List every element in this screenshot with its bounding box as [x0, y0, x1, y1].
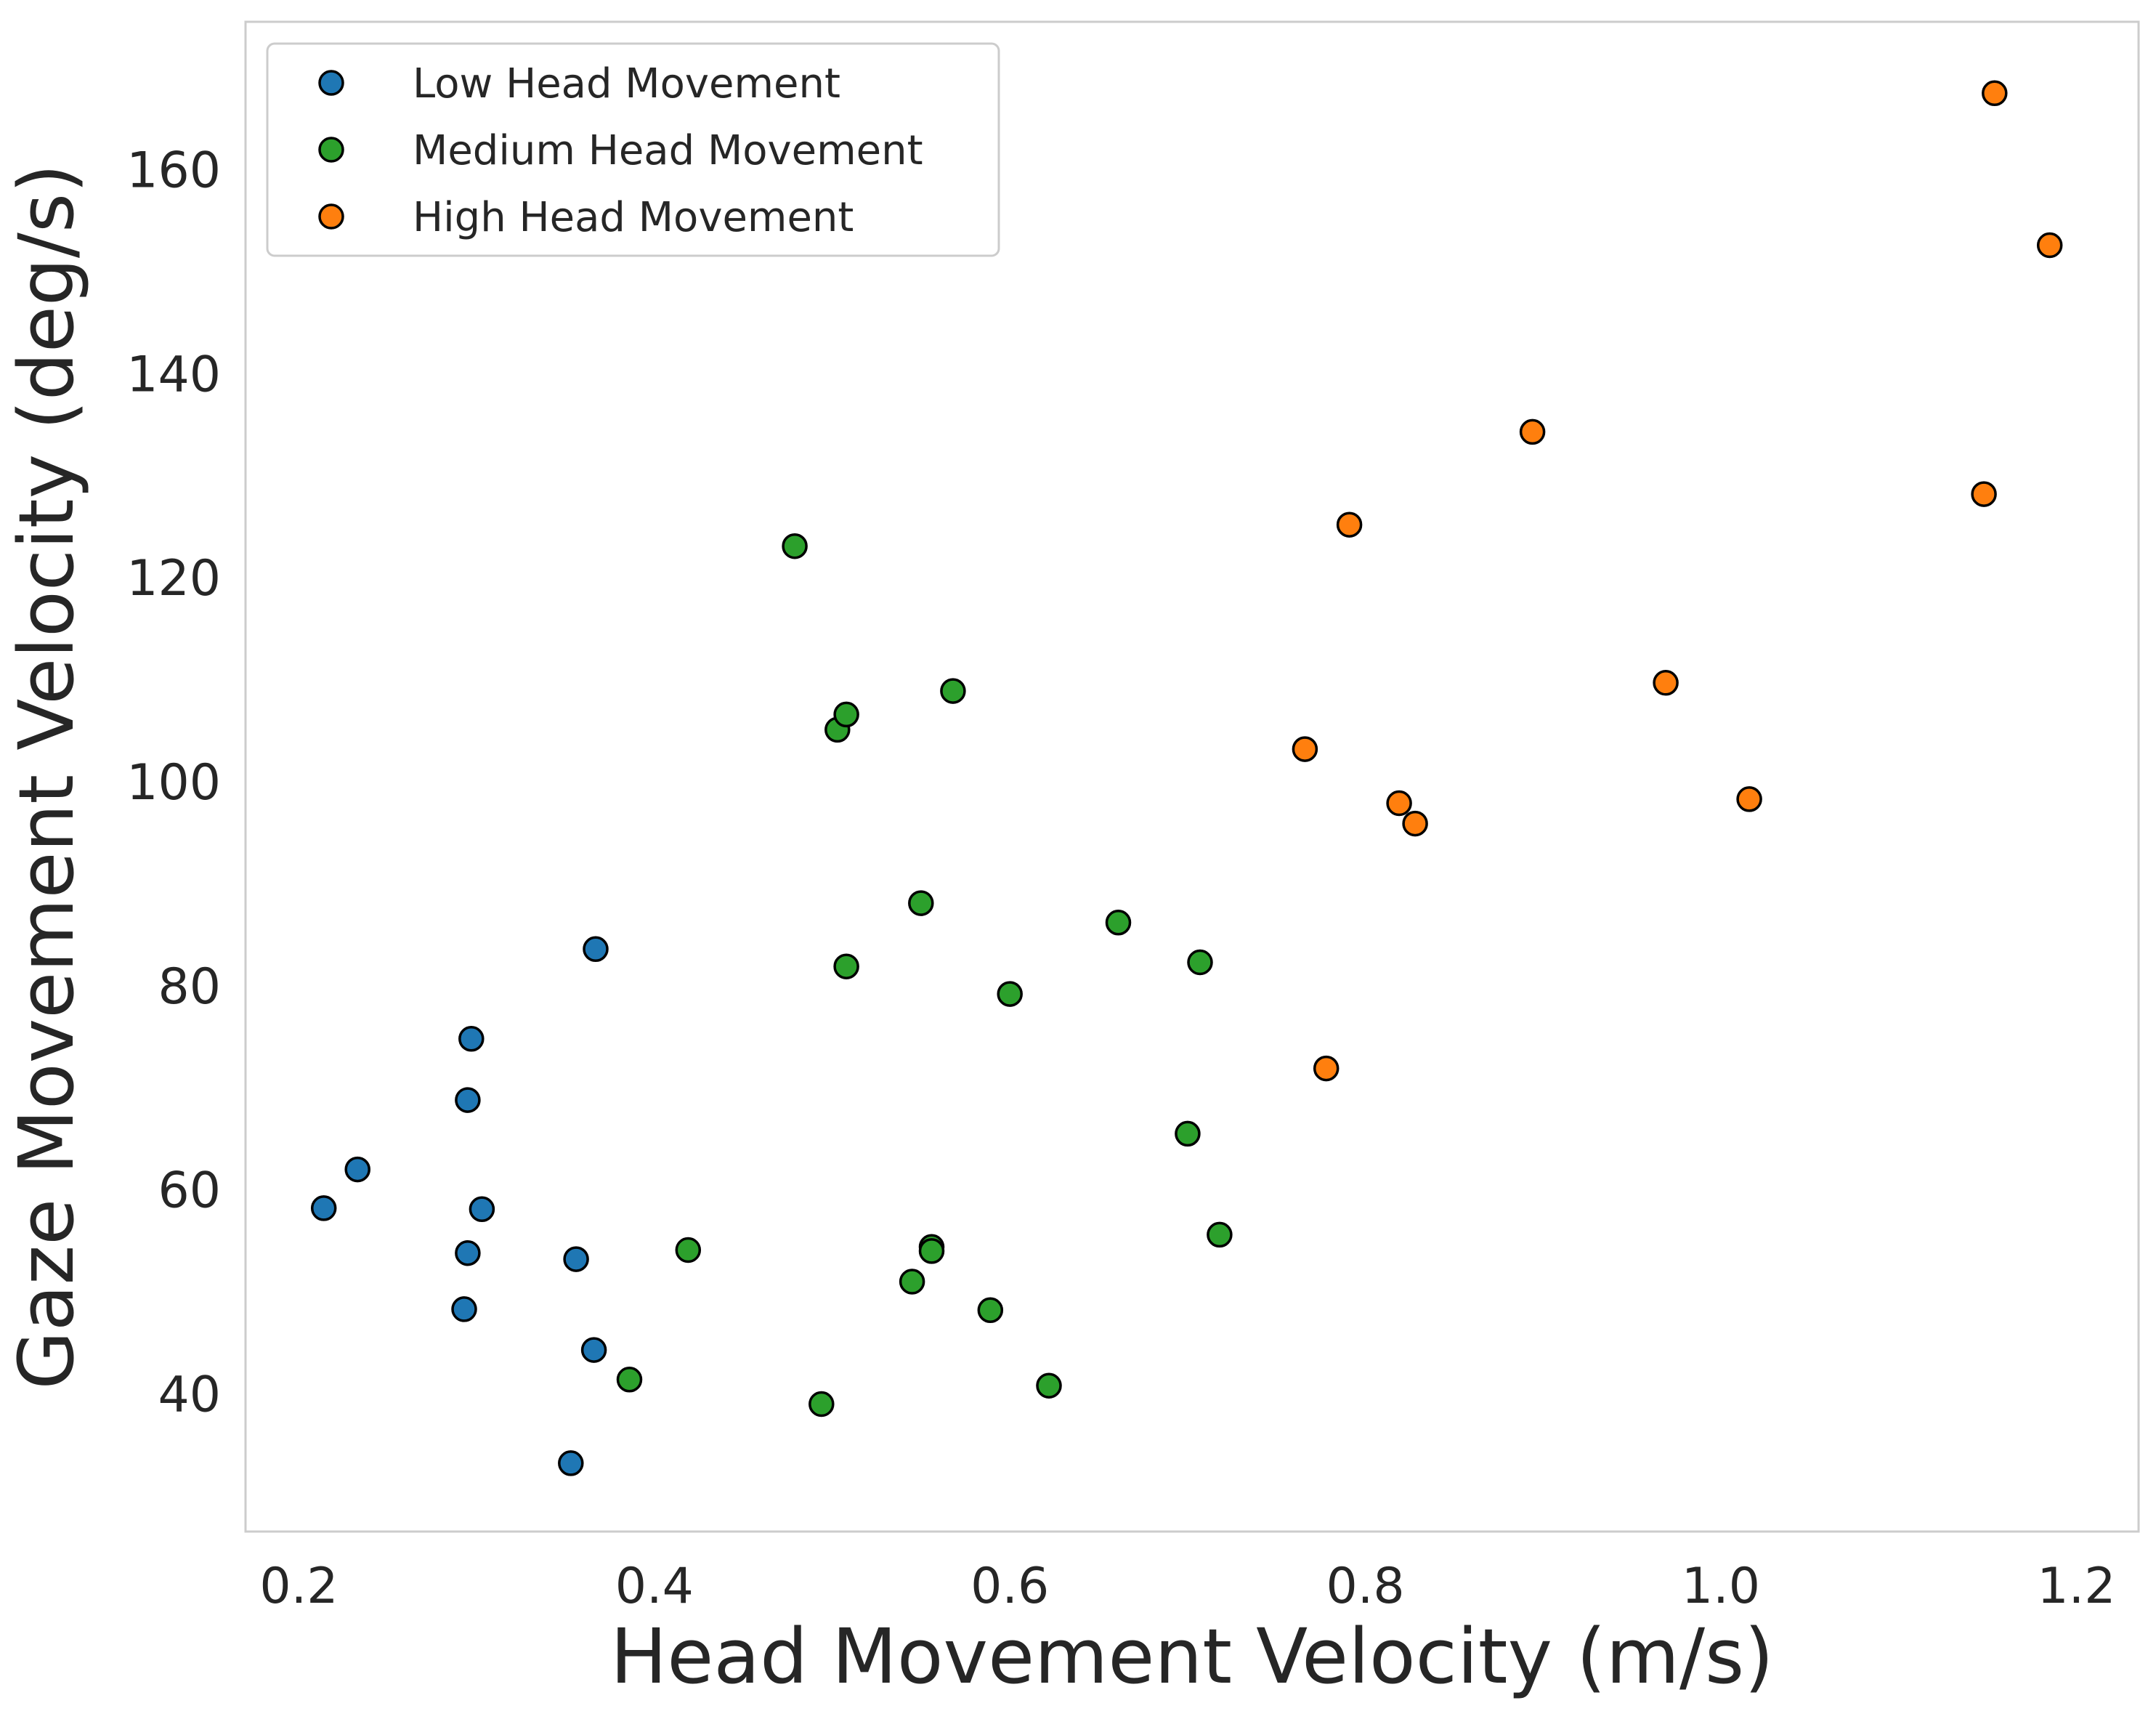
legend-marker-1 [318, 70, 344, 96]
data-point-3-8 [1736, 786, 1762, 812]
y-axis-label: Gaze Movement Velocity (deg/s) [2, 163, 91, 1389]
data-point-2-14 [997, 981, 1023, 1007]
data-point-2-12 [940, 678, 966, 704]
data-point-2-16 [1105, 910, 1132, 936]
x-tick-label: 0.4 [615, 1558, 694, 1615]
data-point-1-6 [458, 1026, 485, 1052]
data-point-2-11 [918, 1238, 945, 1264]
legend: Low Head Movement Medium Head Movement Hig… [266, 42, 1000, 257]
y-tick-label: 120 [126, 550, 221, 607]
x-tick-labels: 0.2 0.4 0.6 0.8 1.0 1.2 [259, 1558, 2115, 1615]
legend-frame [266, 42, 1000, 257]
data-point-1-9 [563, 1246, 589, 1272]
data-point-3-1 [1292, 736, 1318, 762]
data-point-1-10 [580, 1337, 607, 1363]
data-point-2-3 [782, 533, 808, 559]
data-point-2-18 [1187, 949, 1213, 976]
data-point-2-7 [833, 953, 859, 979]
data-point-1-11 [583, 936, 609, 963]
legend-marker-3 [318, 203, 344, 230]
legend-items: Low Head Movement Medium Head Movement Hig… [318, 60, 923, 241]
data-point-1-4 [455, 1239, 481, 1266]
data-point-1-8 [558, 1450, 584, 1476]
data-point-3-6 [1519, 418, 1546, 445]
x-tick-label: 0.2 [259, 1558, 338, 1615]
data-point-3-5 [1402, 810, 1428, 837]
data-point-2-1 [616, 1367, 643, 1393]
data-point-2-8 [899, 1269, 925, 1295]
data-point-3-10 [1982, 80, 2008, 107]
data-point-2-17 [1175, 1120, 1201, 1147]
y-tick-label: 80 [158, 958, 221, 1016]
data-point-1-2 [344, 1156, 370, 1183]
x-tick-label: 0.6 [970, 1558, 1049, 1615]
data-point-1-7 [469, 1196, 495, 1223]
data-point-1-5 [455, 1087, 481, 1113]
x-tick-label: 0.8 [1326, 1558, 1405, 1615]
data-point-2-2 [675, 1237, 702, 1263]
y-tick-label: 160 [126, 142, 221, 200]
x-tick-label: 1.0 [1682, 1558, 1760, 1615]
x-tick-label: 1.2 [2037, 1558, 2115, 1615]
data-point-3-7 [1653, 670, 1679, 696]
data-point-2-4 [808, 1391, 835, 1417]
data-point-2-19 [1207, 1221, 1233, 1248]
legend-label-1: Low Head Movement [413, 60, 840, 108]
data-point-2-9 [908, 890, 934, 916]
legend-label-3: High Head Movement [413, 194, 854, 241]
data-point-3-3 [1336, 511, 1363, 538]
y-tick-label: 40 [158, 1367, 221, 1424]
x-axis-label: Head Movement Velocity (m/s) [610, 1612, 1774, 1701]
y-tick-label: 60 [158, 1162, 221, 1220]
data-point-3-2 [1313, 1055, 1340, 1082]
legend-marker-2 [318, 137, 344, 163]
data-point-3-9 [1971, 481, 1997, 507]
plot-area [244, 20, 2140, 1533]
data-point-2-13 [977, 1297, 1004, 1324]
y-tick-label: 100 [126, 754, 221, 812]
data-point-3-4 [1386, 790, 1412, 817]
data-point-3-11 [2036, 232, 2063, 259]
data-points [310, 80, 2063, 1476]
legend-label-2: Medium Head Movement [413, 127, 923, 174]
data-point-1-3 [451, 1296, 477, 1322]
data-point-2-15 [1036, 1372, 1062, 1399]
y-tick-labels: 40 60 80 100 120 140 160 [126, 142, 221, 1424]
y-tick-label: 140 [126, 346, 221, 403]
data-point-1-1 [310, 1195, 337, 1221]
data-point-2-6 [833, 701, 859, 728]
